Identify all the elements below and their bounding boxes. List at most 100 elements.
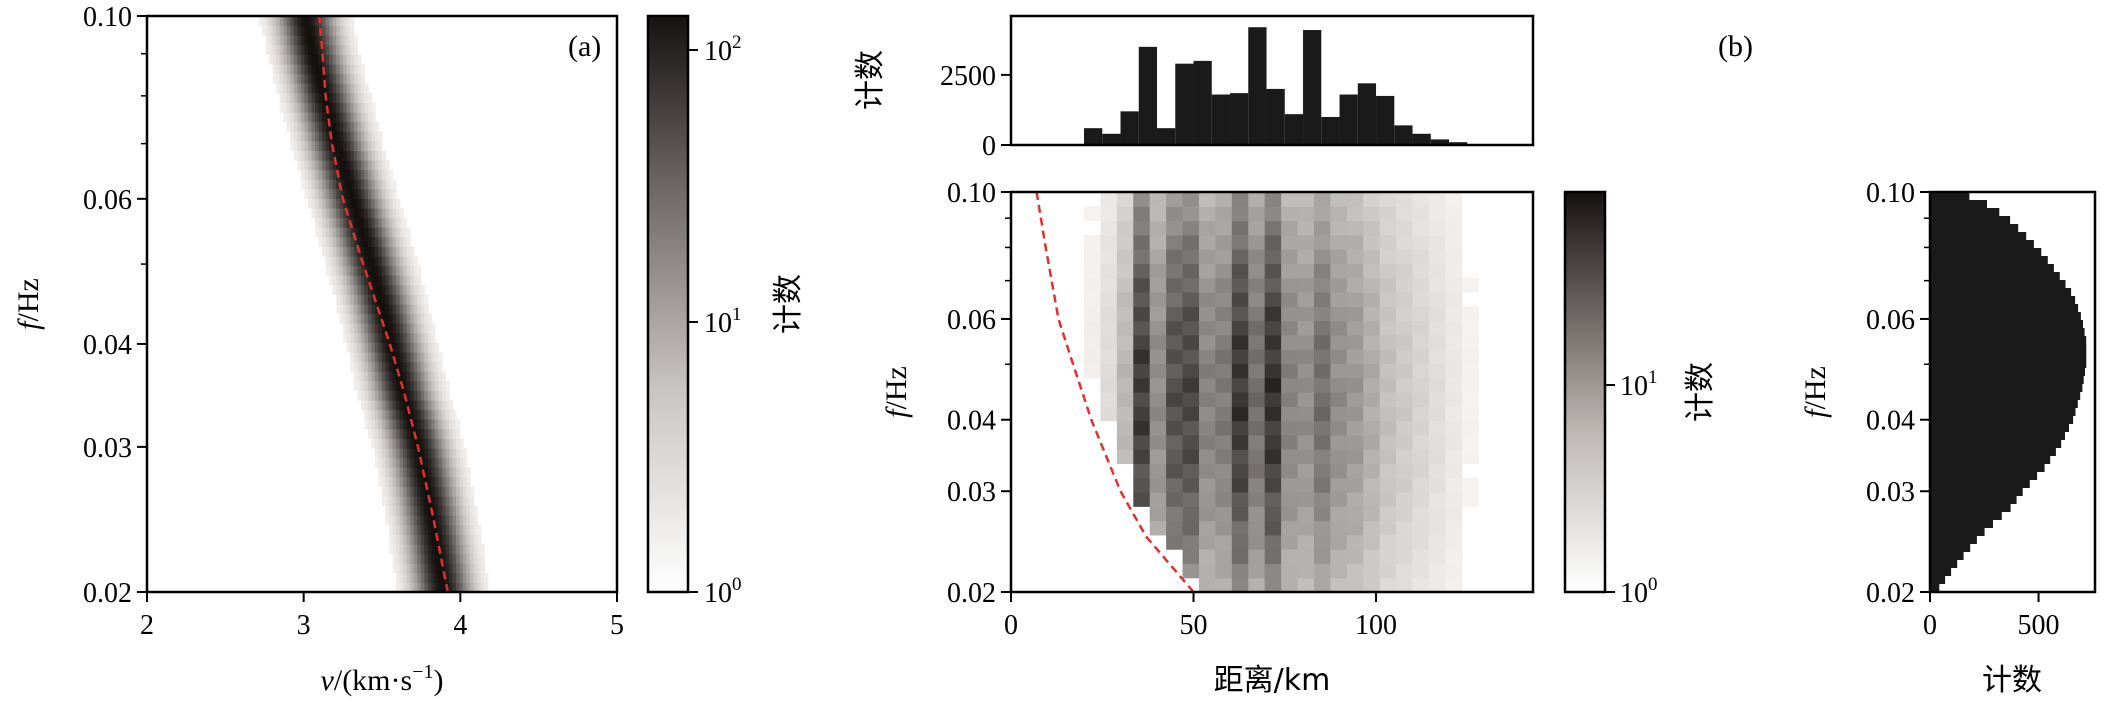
panel-a-cell bbox=[473, 534, 478, 545]
panel-a-cell bbox=[258, 16, 263, 27]
panel-b-cell bbox=[1182, 506, 1200, 522]
panel-a-cell bbox=[420, 371, 425, 382]
panel-b-cell bbox=[1084, 263, 1102, 279]
panel-b-cell bbox=[1281, 292, 1299, 307]
panel-a-cell bbox=[484, 572, 489, 583]
panel-b-cell bbox=[1182, 406, 1200, 422]
panel-a-cell bbox=[374, 275, 380, 286]
panel-a-cell bbox=[364, 140, 369, 151]
panel-a-cell bbox=[332, 121, 337, 132]
panel-a-cell bbox=[357, 112, 362, 123]
panel-a-cell bbox=[406, 361, 411, 372]
panel-a-cell bbox=[357, 284, 362, 295]
panel-a-cell bbox=[389, 371, 394, 382]
panel-a-cell bbox=[357, 275, 362, 286]
panel-a-cell bbox=[441, 496, 447, 507]
panel-a-cell bbox=[311, 35, 316, 46]
panel-a-cell bbox=[385, 236, 390, 247]
panel-b-cell bbox=[1412, 392, 1430, 407]
panel-a-cell bbox=[343, 102, 348, 113]
panel-a-cell bbox=[413, 505, 418, 516]
panel-a-cell bbox=[385, 448, 390, 459]
panel-a-cell bbox=[343, 332, 348, 343]
panel-a-cell bbox=[427, 544, 432, 555]
panel-a-cell bbox=[399, 361, 404, 372]
panel-b-cell bbox=[1396, 292, 1414, 307]
panel-a-cell bbox=[300, 150, 306, 161]
panel-a-cell bbox=[385, 352, 390, 363]
panel-b-cell bbox=[1100, 192, 1118, 207]
panel-a-cell bbox=[459, 524, 464, 535]
panel-b-cell bbox=[1297, 334, 1315, 350]
panel-a-cell bbox=[410, 496, 415, 507]
panel-a-cell bbox=[396, 361, 401, 372]
panel-a-cell bbox=[417, 553, 422, 564]
panel-a-cell bbox=[286, 92, 291, 103]
panel-a-cell bbox=[336, 25, 341, 36]
panel-b-cell bbox=[1461, 334, 1479, 350]
panel-a-cell bbox=[307, 131, 313, 142]
panel-a-cell bbox=[396, 284, 401, 295]
panel-a-cell bbox=[424, 563, 429, 574]
panel-b-cell bbox=[1297, 577, 1315, 593]
panel-a-cell bbox=[403, 304, 408, 315]
panel-b-cell bbox=[1281, 377, 1299, 393]
panel-a-cell bbox=[332, 188, 337, 199]
panel-a-cell bbox=[364, 227, 369, 238]
panel-a-cell bbox=[346, 236, 351, 247]
panel-b-cell bbox=[1363, 449, 1381, 465]
panel-b-cell bbox=[1428, 192, 1446, 207]
panel-a-cell bbox=[427, 457, 432, 468]
panel-b-cell bbox=[1149, 249, 1167, 265]
panel-a-cell bbox=[315, 64, 320, 75]
panel-b-cell bbox=[1428, 263, 1446, 279]
panel-a-cell bbox=[431, 476, 436, 487]
panel-a-cell bbox=[399, 246, 404, 257]
panel-a-cell bbox=[350, 35, 355, 46]
panel-a-cell bbox=[346, 64, 351, 75]
panel-b-cell bbox=[1100, 277, 1118, 293]
panel-a-cell bbox=[343, 64, 348, 75]
panel-b-cell bbox=[1330, 320, 1348, 336]
panel-b-cell bbox=[1363, 392, 1381, 407]
panel-a-cell bbox=[434, 352, 439, 363]
panel-a-cell bbox=[463, 563, 468, 574]
panel-a-cell bbox=[353, 198, 358, 209]
panel-b-right-x-tick-label: 500 bbox=[2018, 610, 2060, 641]
panel-b-cell bbox=[1116, 320, 1134, 336]
panel-b-cell bbox=[1281, 420, 1299, 436]
panel-a-cell bbox=[357, 217, 362, 228]
panel-b-cell bbox=[1297, 263, 1315, 279]
panel-b-cell bbox=[1149, 192, 1167, 207]
panel-a-cell bbox=[385, 217, 390, 228]
panel-b-cell bbox=[1231, 377, 1249, 393]
panel-b-cell bbox=[1396, 349, 1414, 365]
panel-a-cell bbox=[350, 121, 355, 132]
panel-a-cell bbox=[353, 102, 358, 113]
panel-a-cell bbox=[382, 419, 387, 430]
panel-b-top-bar bbox=[1357, 83, 1377, 145]
panel-a-cell bbox=[353, 121, 358, 132]
panel-b-cell bbox=[1428, 506, 1446, 522]
panel-a-cell bbox=[336, 265, 341, 276]
panel-b-cell bbox=[1084, 249, 1102, 265]
panel-a-cell bbox=[346, 256, 351, 267]
panel-a-cell bbox=[339, 246, 344, 257]
panel-a-cell bbox=[427, 553, 432, 564]
panel-a-cell bbox=[371, 169, 376, 180]
panel-b-right-y-axis-label: f/Hz bbox=[1799, 366, 1832, 418]
panel-a-cell bbox=[300, 140, 306, 151]
panel-b-cell bbox=[1461, 406, 1479, 422]
panel-a-cell bbox=[406, 505, 411, 516]
panel-b-cell bbox=[1461, 492, 1479, 507]
panel-b-cell bbox=[1313, 363, 1332, 379]
panel-a-cell bbox=[374, 400, 380, 411]
panel-a-cell bbox=[364, 92, 369, 103]
panel-a-cell bbox=[396, 400, 401, 411]
panel-a-cell bbox=[445, 563, 450, 574]
panel-b-cell bbox=[1215, 563, 1233, 579]
panel-a-cell bbox=[332, 73, 337, 84]
panel-b-cell bbox=[1264, 520, 1282, 536]
panel-a-cell bbox=[371, 390, 376, 401]
panel-a-cell bbox=[346, 198, 351, 209]
